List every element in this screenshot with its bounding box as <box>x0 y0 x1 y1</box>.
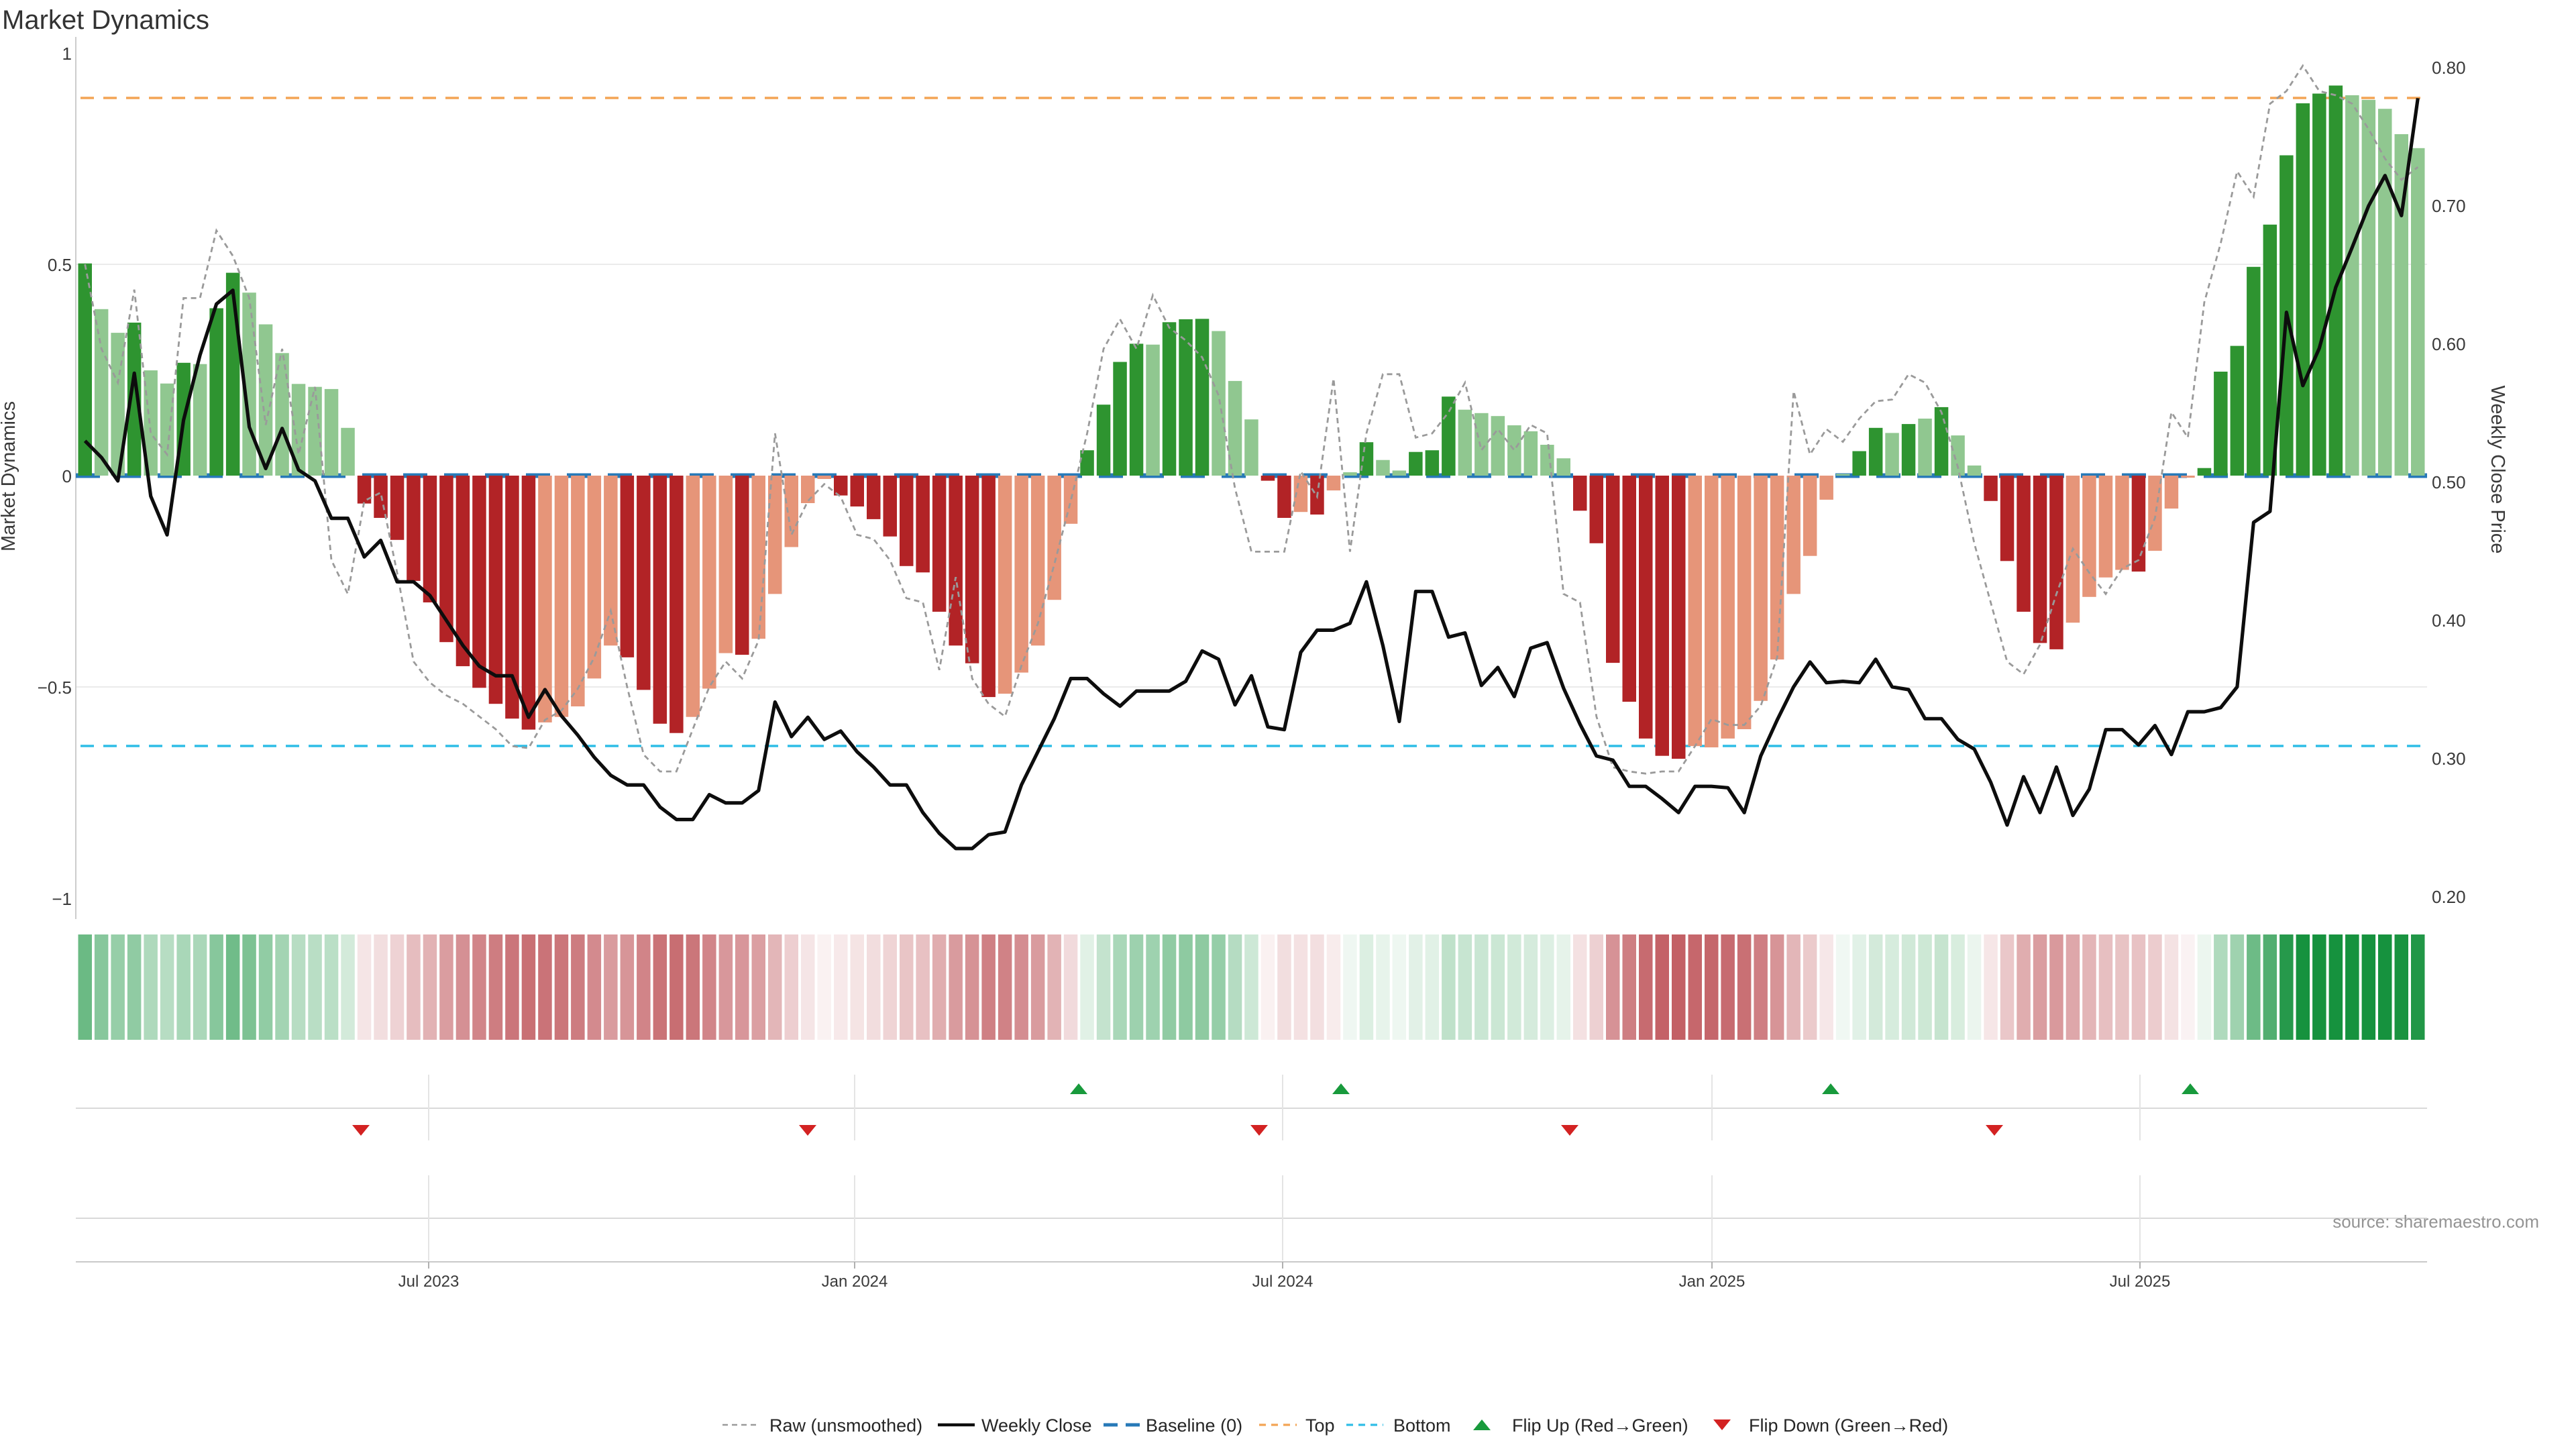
svg-text:0.80: 0.80 <box>2432 58 2466 78</box>
svg-text:−0.5: −0.5 <box>38 678 72 698</box>
svg-text:Jul 2023: Jul 2023 <box>398 1273 460 1291</box>
svg-text:source: sharemaestro.com: source: sharemaestro.com <box>2332 1212 2539 1232</box>
svg-text:Weekly Close: Weekly Close <box>981 1415 1092 1436</box>
svg-text:Flip Up (Red→Green): Flip Up (Red→Green) <box>1512 1415 1688 1436</box>
svg-text:Market Dynamics: Market Dynamics <box>0 401 19 551</box>
svg-text:Weekly Close Price: Weekly Close Price <box>2487 386 2508 554</box>
svg-text:0.50: 0.50 <box>2432 472 2466 492</box>
svg-text:Jul 2024: Jul 2024 <box>1252 1273 1313 1291</box>
svg-text:Bottom: Bottom <box>1393 1415 1451 1436</box>
svg-text:Jul 2025: Jul 2025 <box>2110 1273 2171 1291</box>
svg-text:Market Dynamics: Market Dynamics <box>2 5 209 35</box>
svg-text:Raw (unsmoothed): Raw (unsmoothed) <box>769 1415 922 1436</box>
svg-text:0.70: 0.70 <box>2432 196 2466 216</box>
svg-text:Baseline (0): Baseline (0) <box>1146 1415 1242 1436</box>
svg-text:Jan 2025: Jan 2025 <box>1679 1273 1746 1291</box>
svg-text:0.40: 0.40 <box>2432 610 2466 631</box>
svg-text:−1: −1 <box>52 889 72 909</box>
svg-text:Jan 2024: Jan 2024 <box>822 1273 888 1291</box>
svg-text:0: 0 <box>62 466 72 486</box>
svg-text:0.20: 0.20 <box>2432 887 2466 907</box>
svg-text:Top: Top <box>1305 1415 1335 1436</box>
svg-text:1: 1 <box>62 44 72 64</box>
svg-text:0.5: 0.5 <box>48 255 72 275</box>
svg-text:0.30: 0.30 <box>2432 749 2466 769</box>
svg-text:0.60: 0.60 <box>2432 334 2466 354</box>
svg-text:Flip Down (Green→Red): Flip Down (Green→Red) <box>1749 1415 1948 1436</box>
